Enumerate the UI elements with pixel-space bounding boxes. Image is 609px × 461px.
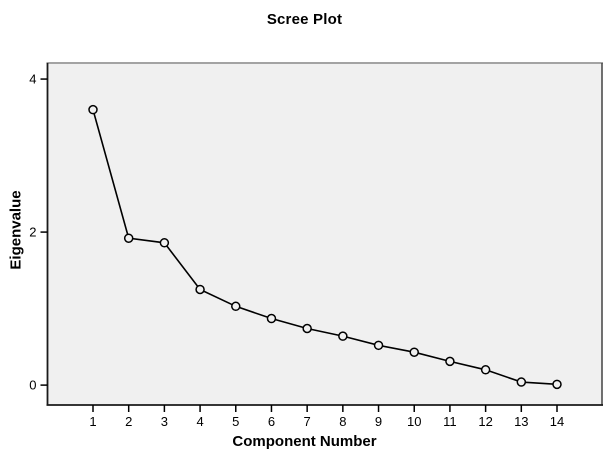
- x-tick-label: 7: [304, 414, 311, 429]
- y-tick-label: 2: [29, 225, 36, 240]
- x-tick-label: 1: [89, 414, 96, 429]
- x-axis-label: Component Number: [232, 433, 377, 450]
- x-tick-label: 5: [232, 414, 239, 429]
- data-point-marker: [231, 301, 241, 312]
- chart-title: Scree Plot: [266, 11, 343, 28]
- x-tick-label: 10: [407, 414, 421, 429]
- x-tick-label: 9: [375, 414, 382, 429]
- data-point-marker: [88, 104, 98, 115]
- x-tick-label: 12: [478, 414, 492, 429]
- data-point-marker: [338, 331, 348, 341]
- data-point-marker: [195, 284, 205, 295]
- y-tick-label: 4: [29, 72, 36, 87]
- data-point-marker: [409, 347, 419, 357]
- data-point-marker: [266, 313, 277, 324]
- data-point-marker: [159, 238, 170, 248]
- plot-area: [47, 63, 602, 405]
- x-tick-label: 14: [550, 414, 564, 429]
- data-point-marker: [445, 356, 455, 367]
- eigenvalue-line: [92, 109, 558, 386]
- x-tick-label: 3: [161, 414, 168, 429]
- data-point-marker: [552, 379, 562, 390]
- x-tick-label: 13: [514, 414, 528, 429]
- data-point-marker: [123, 233, 134, 243]
- x-tick-label: 6: [268, 414, 275, 429]
- data-point-marker: [480, 365, 491, 375]
- x-tick-label: 8: [339, 414, 346, 429]
- data-point-marker: [373, 340, 384, 351]
- data-point-marker: [516, 377, 527, 387]
- x-tick-label: 11: [443, 414, 457, 429]
- y-tick-label: 0: [29, 378, 36, 393]
- x-tick-label: 2: [125, 414, 132, 429]
- data-point-marker: [302, 323, 312, 334]
- x-tick-label: 4: [196, 414, 203, 429]
